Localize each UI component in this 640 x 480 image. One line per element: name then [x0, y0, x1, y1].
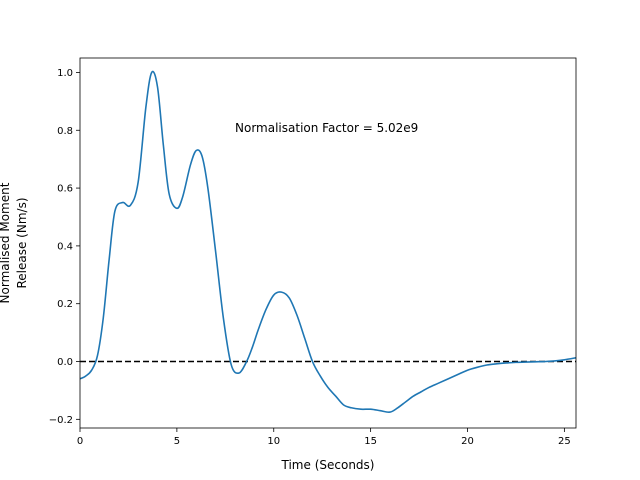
y-tick-label: 0.0: [57, 357, 73, 368]
y-tick-label: 0.8: [57, 126, 73, 137]
y-tick-label: 1.0: [57, 68, 73, 79]
x-tick-label: 15: [364, 436, 377, 447]
x-tick-label: 0: [77, 436, 83, 447]
normalisation-annotation: Normalisation Factor = 5.02e9: [235, 121, 418, 135]
x-tick-label: 5: [174, 436, 180, 447]
y-axis-label-line-2: Release (Nm/s): [15, 197, 29, 288]
x-tick-label: 20: [461, 436, 474, 447]
y-tick-label: 0.4: [57, 241, 73, 252]
x-axis-label: Time (Seconds): [281, 458, 375, 472]
y-tick-label: −0.2: [49, 415, 73, 426]
y-axis-label: Normalised Moment Release (Nm/s): [0, 182, 29, 303]
y-tick-label: 0.6: [57, 184, 73, 195]
plot-frame: [79, 57, 577, 429]
y-axis-label-line-1: Normalised Moment: [0, 182, 12, 303]
moment-release-series-line: [80, 70, 576, 413]
x-tick-label: 25: [558, 436, 571, 447]
x-tick-label: 10: [267, 436, 280, 447]
y-tick-label: 0.2: [57, 299, 73, 310]
